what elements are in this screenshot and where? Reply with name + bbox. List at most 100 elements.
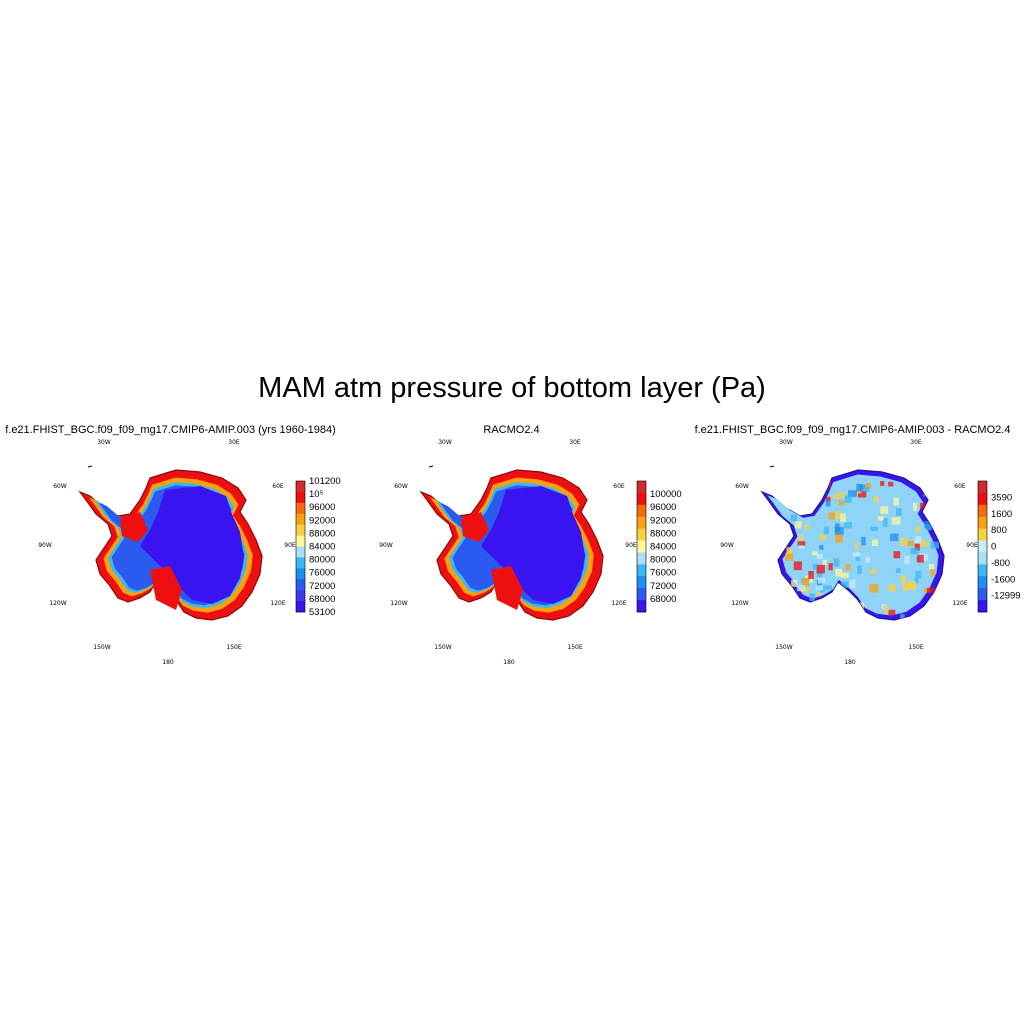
difference-cell [920,502,926,510]
difference-cell [822,559,827,565]
colorbar-segment [978,528,987,541]
difference-cell [812,563,818,570]
difference-cell [794,489,800,495]
difference-cell [852,552,861,557]
longitude-label: 90E [966,542,978,549]
colorbar-segment [637,540,646,553]
longitude-label: 90W [720,542,734,549]
difference-cell [870,526,878,532]
difference-cell [930,568,936,577]
longitude-label: 120W [49,600,66,607]
difference-cell [893,497,899,506]
difference-cell [840,513,846,523]
colorbar-frame [977,480,988,613]
difference-cell [834,526,844,535]
antarctica-map: 30W 30E 60W 60E 90W 90E 120W 120E 150W 150E 180 101… [38,439,340,666]
difference-cell [819,545,824,550]
colorbar-label: 800 [991,525,1007,536]
colorbar-segment [978,552,987,565]
difference-cell [914,543,920,551]
difference-cell [815,585,824,591]
colorbar-segment [296,491,305,504]
difference-cell [900,575,906,583]
difference-cell [888,584,896,592]
colorbar-label: 10⁵ [309,489,324,500]
longitude-label: 30W [438,439,452,446]
map-marker [769,465,775,468]
longitude-label: 90W [379,542,393,549]
difference-cell [915,526,921,532]
difference-cell [806,480,814,485]
longitude-label: 150W [434,644,451,651]
difference-cell [928,564,935,570]
longitude-label: 30W [97,439,111,446]
difference-cell [803,611,809,620]
colorbar-segment [637,564,646,577]
difference-cell [832,494,841,500]
colorbar-label: 84000 [309,542,335,553]
difference-cell [786,547,793,554]
panel-difference: f.e21.FHIST_BGC.f09_f09_mg17.CMIP6-AMIP.… [682,420,1023,680]
difference-cell [833,558,840,567]
difference-cell [828,563,833,571]
colorbar-segment [637,600,646,613]
colorbar-label: 76000 [650,568,676,579]
difference-cell [790,514,797,522]
difference-cell [902,583,911,591]
difference-cell [816,592,822,597]
panel-title: RACMO2.4 [483,424,540,436]
colorbar-segment [296,546,305,558]
difference-cell [785,552,794,561]
colorbar-segment [637,588,646,601]
difference-cell [896,508,902,516]
panel-model: f.e21.FHIST_BGC.f09_f09_mg17.CMIP6-AMIP.… [0,420,341,680]
difference-cell [828,512,835,520]
difference-cell [845,564,851,571]
colorbar-segment [978,564,987,577]
ice-shelf-fill [120,512,148,542]
difference-cell [808,570,814,579]
difference-cell [797,534,803,541]
colorbar-label: 68000 [650,594,676,605]
colorbar-segment [296,535,305,547]
colorbar-segment [637,552,646,565]
plateau-fill [481,486,585,604]
difference-cell [796,498,801,506]
longitude-label: 120E [952,600,967,607]
colorbar-segment [978,481,987,494]
difference-cell [809,593,815,601]
difference-cell [819,534,827,540]
difference-cell [823,526,830,535]
colorbar-label: 1600 [991,509,1012,520]
difference-cell [816,564,825,574]
difference-cell [915,570,922,579]
difference-cell [907,580,915,588]
colorbar-segment [978,588,987,601]
colorbar-segment [296,590,305,602]
antarctica-map: 30W 30E 60W 60E 90W 90E 120W 120E 150W 150E 180 359… [720,439,1020,666]
difference-cell [841,572,849,578]
difference-cell [914,577,919,584]
longitude-label: 150W [775,644,792,651]
colorbar-label: 84000 [650,542,676,553]
difference-cell [869,569,877,574]
difference-cell [880,481,885,486]
difference-cell [893,551,901,559]
colorbar-label: 92000 [650,515,676,526]
colorbar-label: 88000 [650,528,676,539]
colorbar-label: 80000 [650,555,676,566]
difference-cell [890,533,899,542]
longitude-label: 30E [910,439,922,446]
colorbar-label: 80000 [309,555,335,566]
difference-cell [843,522,852,529]
difference-cell [910,548,919,555]
difference-cell [869,584,879,593]
difference-cell [929,515,934,524]
difference-cell [797,541,806,546]
longitude-label: 120W [390,600,407,607]
difference-cell [782,522,788,531]
colorbar-segment [296,513,305,525]
figure-title: MAM atm pressure of bottom layer (Pa) [258,372,766,404]
colorbar-segment [296,557,305,569]
colorbar-label: 76000 [309,568,335,579]
